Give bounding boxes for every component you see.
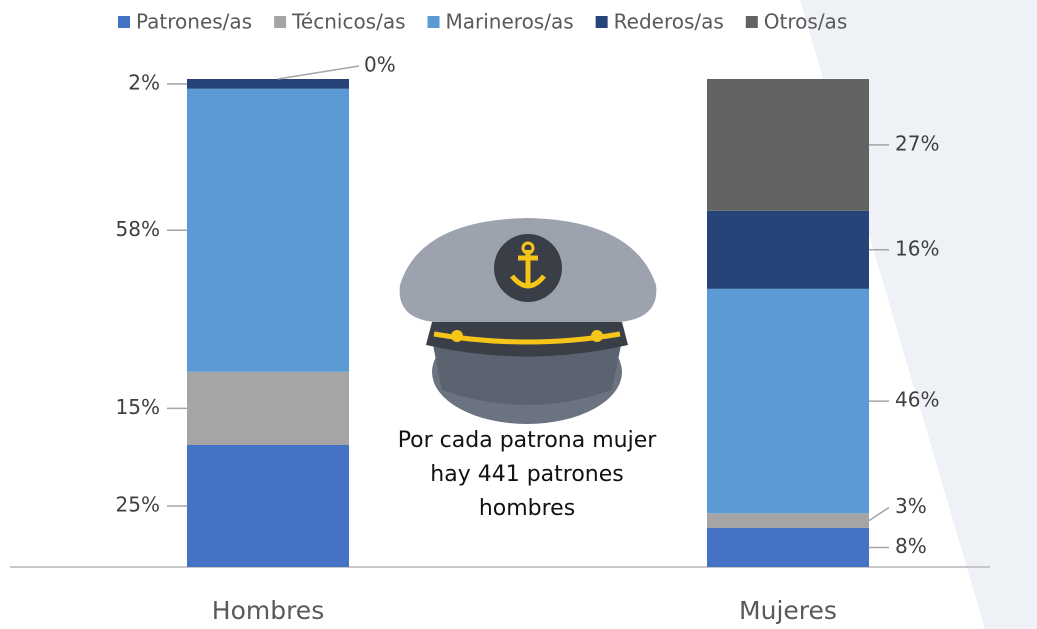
bar-segment <box>187 445 349 567</box>
data-label: 27% <box>895 131 939 155</box>
bar-segment <box>187 89 349 372</box>
bar-segment <box>707 528 869 567</box>
x-tick-label: Mujeres <box>739 596 837 625</box>
legend-label: Rederos/as <box>614 10 724 34</box>
data-label: 58% <box>116 217 160 241</box>
bar-segment <box>707 289 869 513</box>
bar-segment <box>187 79 349 89</box>
bar-segment <box>187 372 349 445</box>
legend-swatch <box>274 16 286 28</box>
bar-segment <box>707 211 869 289</box>
page: Patrones/as Técnicos/as Marineros/as Redero… <box>0 0 1037 629</box>
legend-swatch <box>596 16 608 28</box>
chart: Patrones/as Técnicos/as Marineros/as Redero… <box>0 0 1037 629</box>
annotation: Por cada patrona mujer hay 441 patrones … <box>397 424 657 526</box>
data-label: 8% <box>895 534 927 558</box>
data-label: 46% <box>895 388 939 412</box>
data-label: 16% <box>895 236 939 260</box>
legend-label: Técnicos/as <box>291 10 405 34</box>
data-label: 3% <box>895 494 927 518</box>
legend-label: Otros/as <box>764 10 847 34</box>
data-label: 25% <box>116 493 160 517</box>
leader-line <box>278 66 359 79</box>
bar-segment <box>707 79 869 211</box>
legend-label: Marineros/as <box>446 10 574 34</box>
x-tick-label: Hombres <box>212 596 324 625</box>
data-label: 2% <box>128 70 160 94</box>
legend-label: Patrones/as <box>136 10 252 34</box>
leader-line <box>869 507 889 520</box>
data-label: 15% <box>116 395 160 419</box>
data-label: 0% <box>364 53 396 77</box>
bar-segment <box>707 513 869 528</box>
captain-hat <box>400 218 657 424</box>
legend-swatch <box>428 16 440 28</box>
legend-swatch <box>746 16 758 28</box>
legend-swatch <box>118 16 130 28</box>
